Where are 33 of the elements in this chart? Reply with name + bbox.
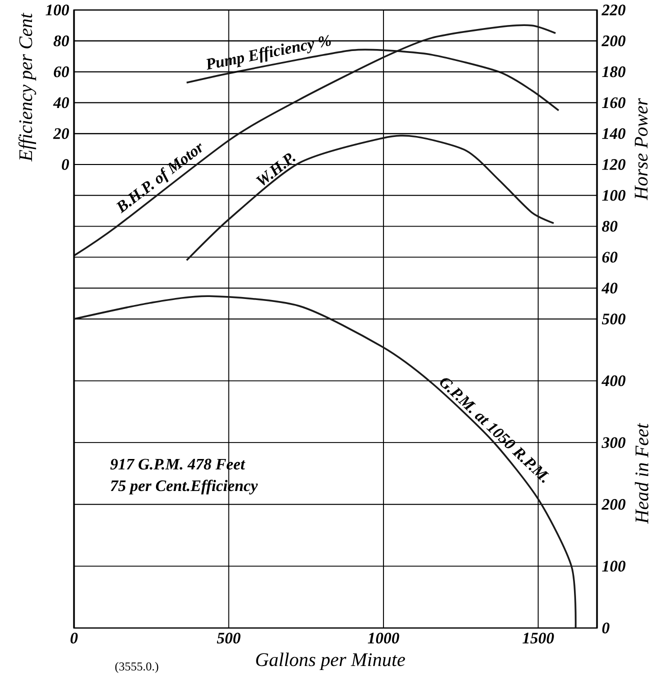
y3-axis-title: Head in Feet — [634, 423, 648, 524]
x-tick-label: 0 — [70, 632, 78, 644]
y2-tick-label: 100 — [602, 190, 626, 201]
y-axis-title: Efficiency per Cent — [18, 12, 36, 162]
y2-tick-label: 160 — [602, 97, 626, 108]
y3-tick-label: 100 — [602, 560, 626, 572]
y2-tick-label: 40 — [601, 282, 618, 294]
y-tick-label: 100 — [46, 4, 70, 16]
y-tick-label: 0 — [62, 159, 70, 170]
y2-tick-label: 220 — [602, 4, 626, 16]
x-tick-label: 1500 — [522, 632, 554, 644]
y-tick-label: 40 — [53, 97, 70, 108]
y2-tick-label: 80 — [602, 220, 618, 232]
y3-tick-label: 300 — [602, 437, 626, 448]
y-tick-label: 60 — [54, 66, 70, 78]
y2-tick-label: 180 — [602, 66, 626, 78]
x-axis-title: Gallons per Minute — [256, 652, 406, 670]
x-tick-label: 500 — [216, 632, 240, 644]
y-tick-label: 20 — [53, 128, 70, 139]
y2-tick-label: 140 — [602, 128, 626, 139]
line-series — [73, 295, 577, 629]
y2-tick-label: 200 — [602, 36, 626, 46]
y3-tick-label: 400 — [601, 375, 626, 386]
y2-tick-label: 60 — [602, 252, 618, 263]
text: (3555.0.) — [115, 662, 158, 673]
y3-tick-label: 500 — [602, 314, 626, 324]
y3-tick-label: 0 — [602, 622, 610, 634]
y2-tick-label: 120 — [602, 159, 626, 170]
x-tick-label: 1000 — [368, 632, 400, 644]
line-series — [73, 24, 556, 257]
y3-tick-label: 200 — [602, 498, 626, 510]
y2-axis-title: Horse Power — [634, 98, 648, 200]
y-tick-label: 80 — [54, 36, 70, 46]
